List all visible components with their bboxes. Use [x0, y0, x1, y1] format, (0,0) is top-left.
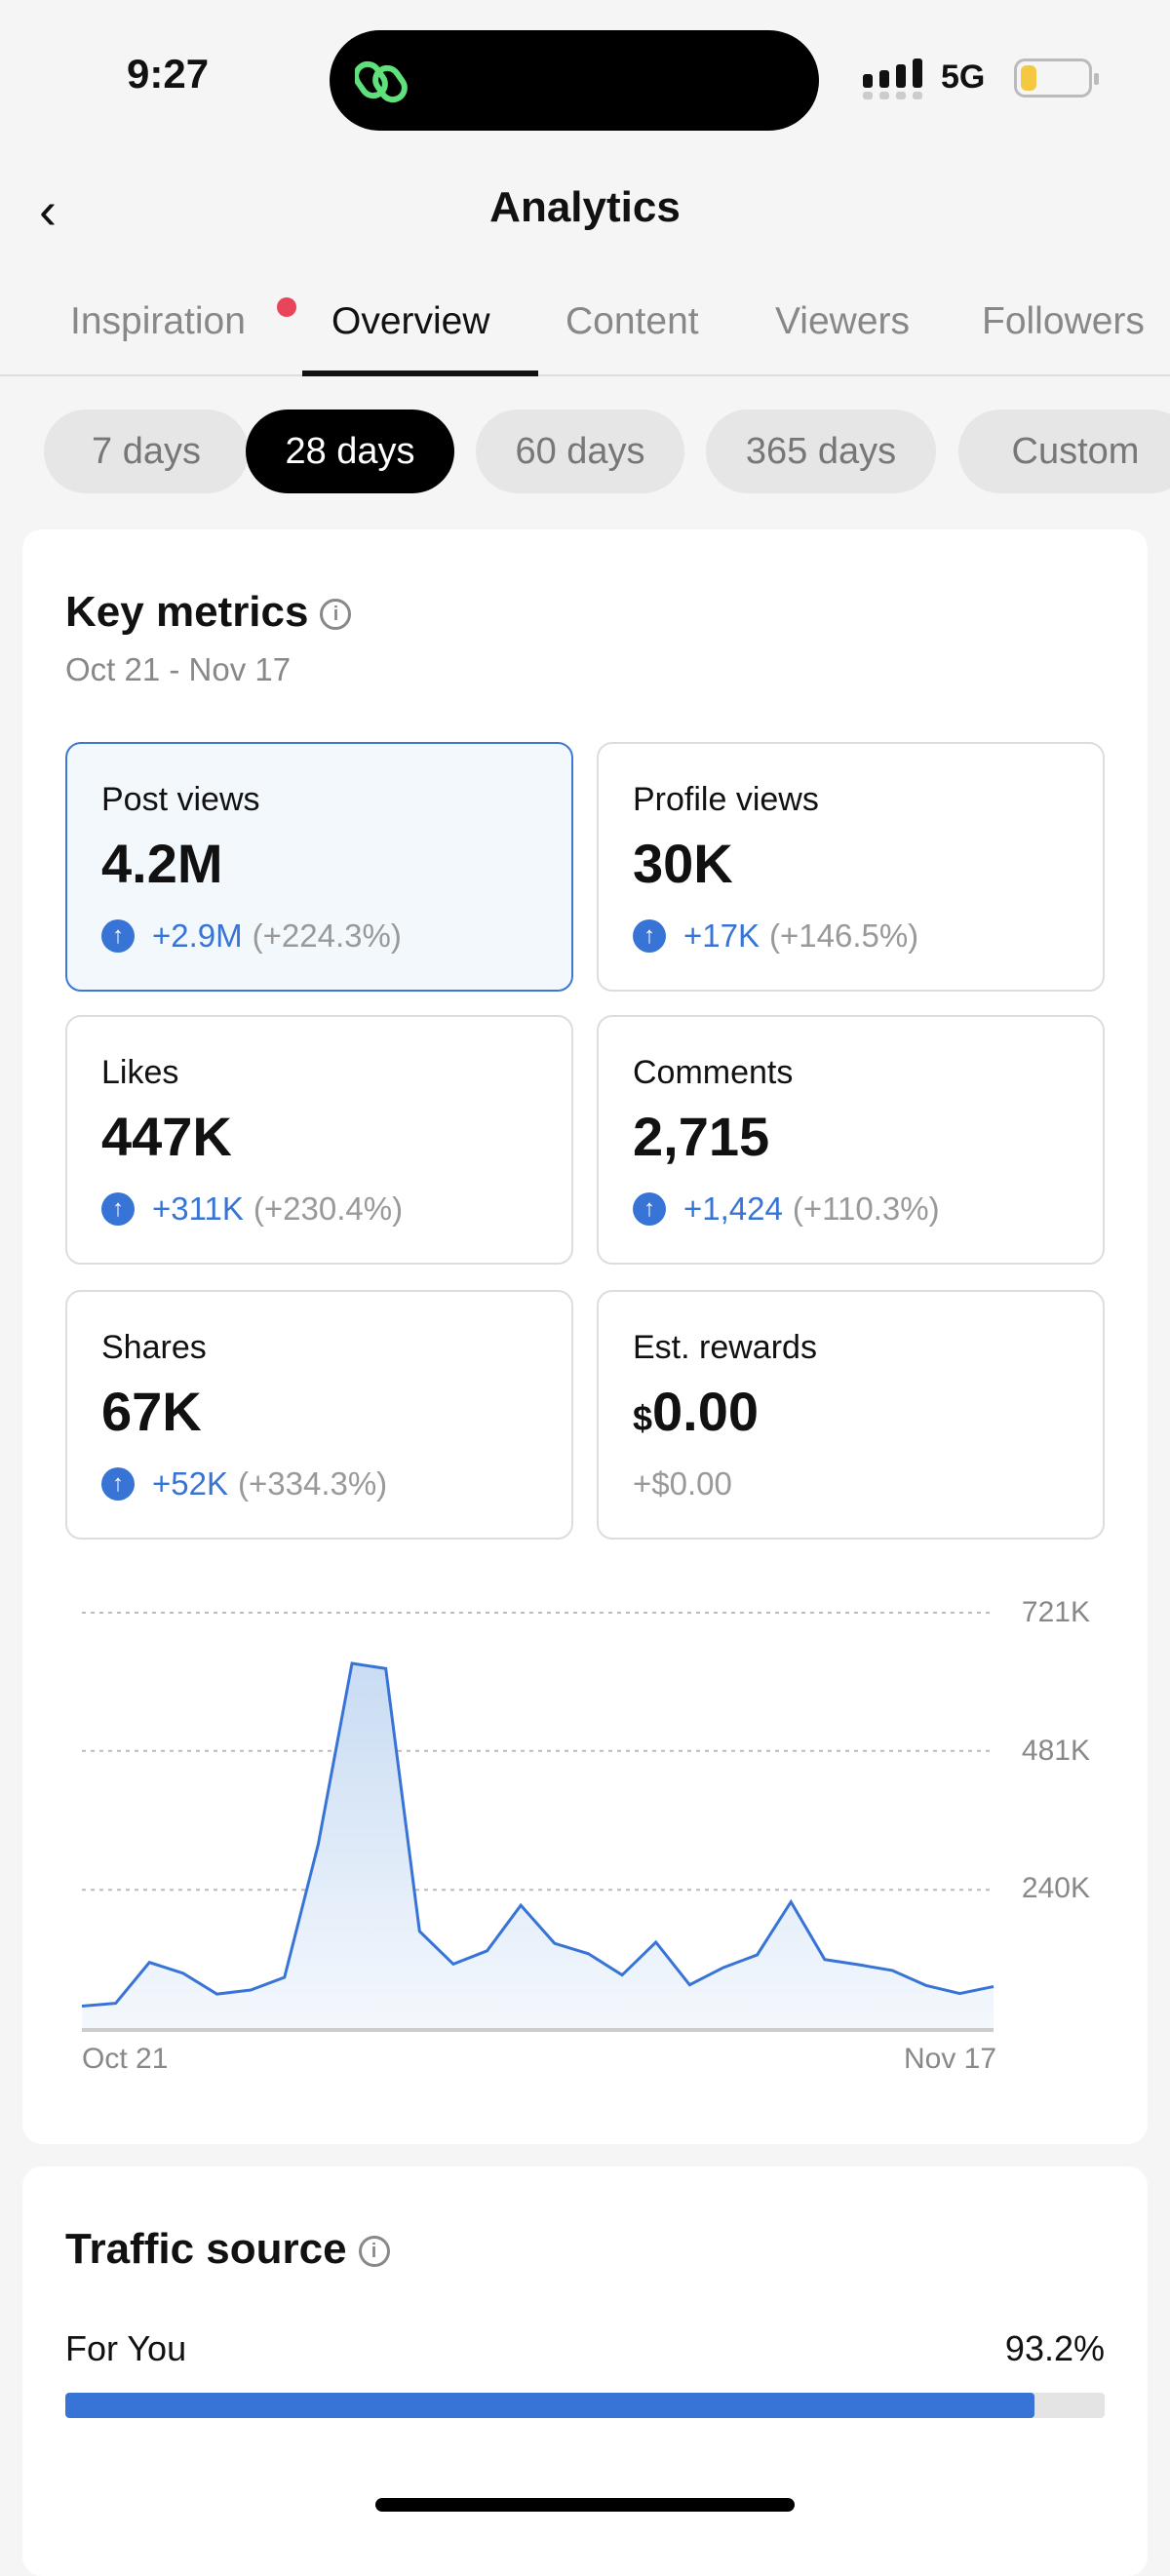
change-value: +1,424 — [683, 1190, 783, 1227]
metric-card-comments[interactable]: Comments 2,715 ↑ +1,424 (+110.3%) — [597, 1015, 1105, 1265]
tab-inspiration[interactable]: Inspiration — [70, 300, 246, 342]
arrow-up-icon: ↑ — [101, 919, 135, 953]
key-metrics-title: Key metrics — [65, 588, 309, 636]
range-28-days[interactable]: 28 days — [246, 410, 454, 493]
x-tick-label: Nov 17 — [904, 2043, 997, 2075]
metric-value: 447K — [101, 1105, 232, 1168]
x-tick-label: Oct 21 — [82, 2043, 169, 2075]
change-value: +52K — [152, 1465, 228, 1502]
battery-icon — [1014, 59, 1099, 98]
range-60-days[interactable]: 60 days — [476, 410, 684, 493]
metric-label: Comments — [633, 1054, 794, 1091]
tab-bar: Inspiration Overview Content Viewers Fol… — [0, 293, 1170, 376]
metric-label: Shares — [101, 1329, 207, 1366]
metric-card-post-views[interactable]: Post views 4.2M ↑ +2.9M (+224.3%) — [65, 742, 573, 992]
metric-value: 30K — [633, 832, 733, 895]
metric-change: ↑ +52K (+334.3%) — [101, 1465, 387, 1503]
change-percent: (+334.3%) — [238, 1465, 388, 1502]
metric-number: 4.2M — [101, 833, 223, 894]
metric-label: Profile views — [633, 781, 819, 818]
change-value: +17K — [683, 917, 760, 954]
metric-label: Post views — [101, 781, 260, 818]
arrow-up-icon: ↑ — [633, 919, 666, 953]
metric-change: ↑ +311K (+230.4%) — [101, 1190, 403, 1228]
chart-area — [82, 1662, 994, 2028]
metric-value: 67K — [101, 1380, 202, 1443]
metric-change: ↑ +2.9M (+224.3%) — [101, 917, 402, 955]
traffic-label: For You — [65, 2328, 187, 2368]
home-indicator[interactable] — [375, 2498, 795, 2512]
tab-overview[interactable]: Overview — [332, 300, 490, 342]
info-icon[interactable]: i — [358, 2236, 390, 2268]
active-tab-indicator — [302, 371, 538, 376]
metric-card-likes[interactable]: Likes 447K ↑ +311K (+230.4%) — [65, 1015, 573, 1265]
notification-dot — [277, 297, 296, 317]
metric-card-shares[interactable]: Shares 67K ↑ +52K (+334.3%) — [65, 1290, 573, 1540]
y-tick-label: 721K — [1021, 1596, 1090, 1628]
info-icon[interactable]: i — [320, 599, 352, 631]
signal-icon — [863, 59, 922, 99]
change-value: +2.9M — [152, 917, 243, 954]
chart-line — [81, 1661, 994, 2009]
metric-value: $0.00 — [633, 1380, 759, 1443]
metric-number: 67K — [101, 1381, 202, 1442]
metric-number: 447K — [101, 1106, 232, 1167]
metric-number: 30K — [633, 833, 733, 894]
back-button[interactable]: ‹ — [39, 181, 57, 240]
dynamic-island — [330, 30, 819, 131]
traffic-pct: 93.2% — [1004, 2328, 1105, 2368]
change-percent: (+230.4%) — [253, 1190, 404, 1227]
metric-number: 0.00 — [652, 1381, 760, 1442]
status-time: 9:27 — [127, 51, 210, 97]
arrow-up-icon: ↑ — [633, 1192, 666, 1226]
change-percent: (+224.3%) — [252, 917, 402, 954]
traffic-title: Traffic source — [65, 2225, 347, 2273]
traffic-heading: Traffic source i — [65, 2225, 390, 2274]
tab-followers[interactable]: Followers — [982, 300, 1145, 342]
y-tick-label: 481K — [1021, 1735, 1090, 1767]
range-custom[interactable]: Custom — [958, 410, 1170, 493]
metric-change: +$0.00 — [633, 1465, 732, 1502]
range-365-days[interactable]: 365 days — [706, 410, 936, 493]
y-tick-label: 240K — [1021, 1872, 1090, 1904]
tab-content[interactable]: Content — [566, 300, 699, 342]
tab-viewers[interactable]: Viewers — [775, 300, 911, 342]
arrow-up-icon: ↑ — [101, 1467, 135, 1501]
metric-number: 2,715 — [633, 1106, 770, 1167]
change-value: +311K — [152, 1190, 244, 1227]
change-percent: (+146.5%) — [769, 917, 919, 954]
metric-card-profile-views[interactable]: Profile views 30K ↑ +17K (+146.5%) — [597, 742, 1105, 992]
currency-symbol: $ — [633, 1398, 653, 1438]
key-metrics-heading: Key metrics i — [65, 588, 352, 637]
metric-label: Likes — [101, 1054, 179, 1091]
range-7-days[interactable]: 7 days — [44, 410, 249, 493]
link-icon — [355, 60, 408, 103]
metric-value: 4.2M — [101, 832, 223, 895]
network-type: 5G — [941, 59, 986, 96]
metric-value: 2,715 — [633, 1105, 769, 1168]
post-views-chart — [81, 1612, 994, 2032]
metric-change: ↑ +17K (+146.5%) — [633, 917, 918, 955]
metric-change: ↑ +1,424 (+110.3%) — [633, 1190, 940, 1228]
traffic-progress-fill — [65, 2393, 1034, 2418]
change-percent: (+110.3%) — [792, 1190, 940, 1227]
date-range: Oct 21 - Nov 17 — [65, 651, 292, 687]
traffic-source-card: Traffic source i For You 93.2% — [22, 2166, 1148, 2576]
metric-card-est-rewards[interactable]: Est. rewards $0.00 +$0.00 — [597, 1290, 1105, 1540]
page-title: Analytics — [489, 183, 681, 231]
arrow-up-icon: ↑ — [101, 1192, 135, 1226]
traffic-progress-bar — [65, 2393, 1105, 2418]
metric-label: Est. rewards — [633, 1329, 817, 1366]
